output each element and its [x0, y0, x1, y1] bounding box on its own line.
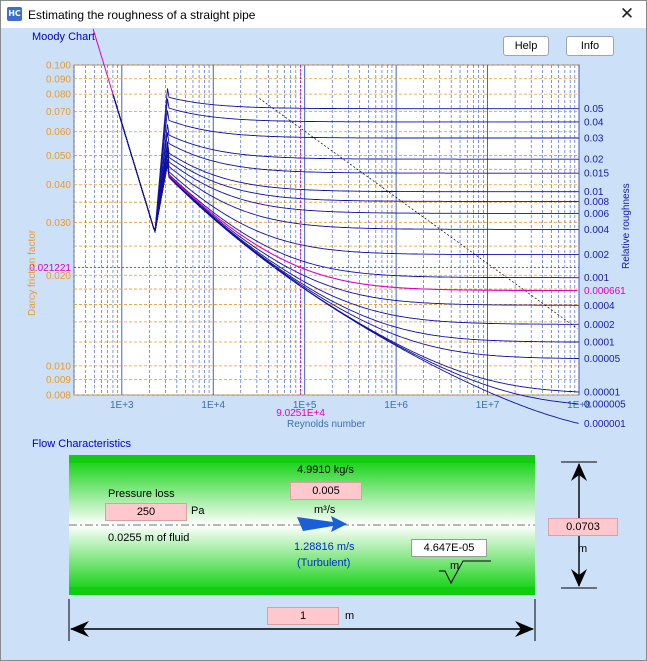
marker-roughness-label: 0.000661 — [584, 286, 626, 297]
x-tick-label: 1E+6 — [384, 400, 408, 411]
roughness-label: 0.00005 — [584, 354, 621, 365]
volume-flow-unit: m³/s — [314, 504, 336, 516]
roughness-label: 0.001 — [584, 273, 609, 284]
roughness-label: 0.01 — [584, 187, 604, 198]
roughness-curve — [112, 94, 579, 234]
roughness-curve — [112, 94, 579, 233]
mass-flow-readout: 4.9910 kg/s — [297, 464, 354, 476]
y-tick-label: 0.010 — [46, 361, 71, 372]
flow-direction-arrow-icon — [297, 516, 347, 532]
flow-characteristics-label: Flow Characteristics — [32, 438, 132, 450]
roughness-label: 0.004 — [584, 225, 609, 236]
y-tick-label: 0.008 — [46, 391, 71, 402]
y-axis-title: Darcy friction factor — [27, 229, 38, 316]
diameter-field[interactable]: 0.0703 — [548, 518, 618, 536]
y-tick-label: 0.020 — [46, 271, 71, 282]
moody-chart-label: Moody Chart — [32, 31, 95, 43]
roughness-curve — [112, 94, 579, 306]
roughness-label: 0.000005 — [584, 399, 626, 410]
y-tick-label: 0.090 — [46, 74, 71, 85]
roughness-label: 0.006 — [584, 209, 609, 220]
roughness-symbol-icon — [439, 560, 491, 585]
roughness-label: 0.000001 — [584, 419, 626, 430]
x-axis-title: Reynolds number — [287, 419, 366, 430]
roughness-unit: m — [450, 560, 460, 572]
roughness-curve — [112, 94, 579, 233]
rough-zone-boundary — [259, 98, 578, 329]
roughness-curve — [112, 94, 579, 424]
y-tick-label: 0.080 — [46, 90, 71, 101]
velocity-readout: 1.28816 m/s — [294, 541, 355, 553]
y-tick-label: 0.040 — [46, 180, 71, 191]
pressure-loss-field[interactable]: 250 — [105, 503, 187, 521]
roughness-curve — [112, 94, 579, 234]
roughness-label: 0.02 — [584, 155, 604, 166]
help-button[interactable]: Help — [503, 36, 549, 56]
x-tick-label: 1E+4 — [201, 400, 225, 411]
roughness-label: 0.0002 — [584, 320, 615, 331]
y-tick-label: 0.060 — [46, 127, 71, 138]
roughness-curve — [112, 94, 579, 233]
roughness-curve — [112, 88, 579, 233]
title-bar: HC Estimating the roughness of a straigh… — [1, 1, 646, 28]
pressure-loss-label: Pressure loss — [108, 488, 175, 500]
roughness-label: 0.015 — [584, 169, 609, 180]
moody-chart: 0.1000.0900.0800.0700.0600.0500.0400.030… — [27, 29, 632, 430]
roughness-label: 0.00001 — [584, 387, 621, 398]
volume-flow-field[interactable]: 0.005 — [290, 482, 362, 500]
y-tick-label: 0.070 — [46, 107, 71, 118]
length-field[interactable]: 1 — [267, 607, 339, 625]
app-logo-icon: HC — [7, 7, 22, 21]
length-unit: m — [345, 610, 355, 622]
flow-regime-readout: (Turbulent) — [297, 557, 351, 569]
roughness-curve — [112, 94, 579, 256]
y-tick-label: 0.050 — [46, 151, 71, 162]
roughness-field[interactable]: 4.647E-05 — [411, 539, 487, 557]
roughness-label: 0.002 — [584, 250, 609, 261]
y-tick-label: 0.009 — [46, 375, 71, 386]
roughness-label: 0.0004 — [584, 301, 615, 312]
marker-friction-label: 0.021221 — [29, 263, 71, 274]
roughness-label: 0.008 — [584, 197, 609, 208]
y-tick-label: 0.100 — [46, 61, 71, 72]
info-button[interactable]: Info — [566, 36, 614, 56]
length-dimension-icon — [68, 599, 536, 641]
x-tick-label: 1E+3 — [110, 400, 134, 411]
x-tick-label: 1E+8 — [567, 400, 591, 411]
roughness-curve — [112, 94, 579, 233]
close-icon[interactable]: ✕ — [619, 4, 635, 23]
selected-roughness-curve — [167, 173, 578, 292]
x-tick-label: 1E+5 — [293, 400, 317, 411]
y-tick-label: 0.030 — [46, 218, 71, 229]
roughness-label: 0.0001 — [584, 338, 615, 349]
pressure-loss-unit: Pa — [191, 505, 205, 517]
diameter-unit: m — [578, 543, 588, 555]
x-tick-label: 1E+7 — [476, 400, 500, 411]
roughness-curve — [112, 94, 579, 279]
marker-reynolds-label: 9.0251E+4 — [276, 408, 325, 419]
right-axis-title: Relative roughness — [621, 183, 632, 269]
roughness-curve — [112, 94, 579, 234]
window-title: Estimating the roughness of a straight p… — [28, 8, 256, 22]
roughness-curve — [112, 94, 579, 233]
roughness-label: 0.04 — [584, 117, 604, 128]
roughness-label: 0.05 — [584, 104, 604, 115]
head-loss-readout: 0.0255 m of fluid — [108, 532, 190, 544]
roughness-label: 0.03 — [584, 134, 604, 145]
